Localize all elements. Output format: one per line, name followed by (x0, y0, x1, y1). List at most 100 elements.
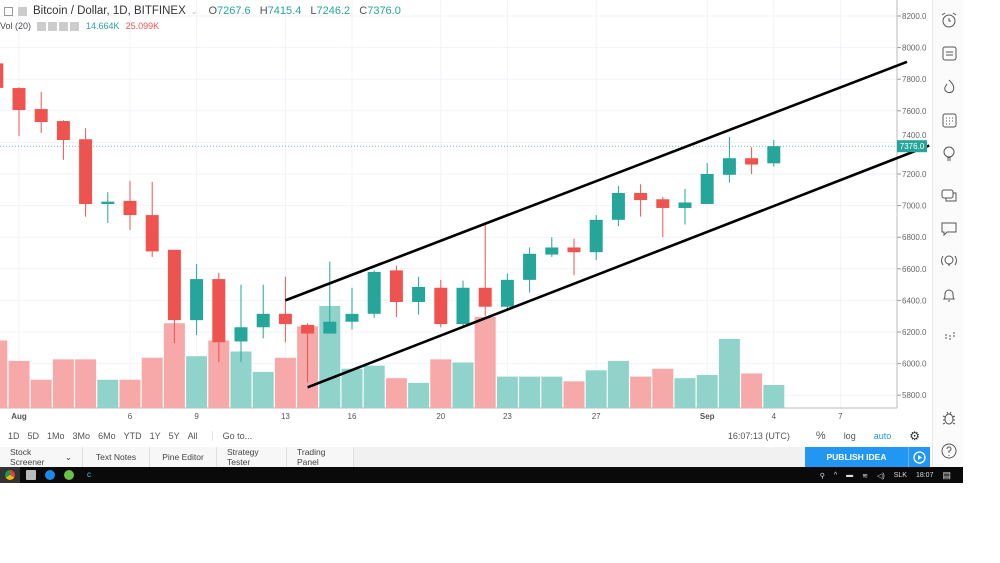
publish-idea-button[interactable]: PUBLISH IDEA (805, 447, 930, 467)
range-1mo[interactable]: 1Mo (47, 431, 65, 441)
candle (478, 222, 492, 317)
play-circle-icon[interactable] (908, 447, 930, 467)
candle (145, 181, 159, 257)
skype-icon[interactable] (45, 470, 55, 480)
price-axis-label: 7400.0 (902, 131, 927, 140)
volume-study-buttons[interactable] (37, 21, 80, 31)
volume-bar (274, 357, 296, 408)
clock-utc[interactable]: 16:07:13 (UTC) (727, 431, 790, 441)
candle-body (145, 215, 159, 252)
candle (656, 196, 670, 238)
tab-stock-screener[interactable]: Stock Screener ⌄ (0, 447, 83, 467)
system-tray: ⚲ ^ ▬ ≋ ◁) SLK 18:07 ▤ (820, 470, 951, 481)
time-axis-label: 23 (503, 412, 512, 421)
streams-icon[interactable] (939, 251, 959, 271)
auto-toggle[interactable]: auto (873, 431, 892, 441)
c-app-icon[interactable]: c (84, 470, 94, 480)
candle (12, 87, 26, 137)
help-icon[interactable] (939, 441, 959, 461)
price-chart[interactable]: 8200.0 8000.0 7800.0 7600.0 7400.0 7200.0 7000… (0, 0, 932, 426)
time-axis-label: 9 (194, 412, 199, 421)
volume-bar (186, 356, 208, 408)
settings-gear-icon[interactable]: ⚙ (909, 429, 920, 443)
candle-body (190, 279, 204, 321)
people-icon[interactable]: ⚲ (819, 472, 825, 480)
bug-icon[interactable] (939, 408, 959, 428)
range-ytd[interactable]: YTD (123, 431, 142, 441)
goto-button[interactable]: Go to... (211, 431, 252, 441)
whatsapp-icon[interactable] (64, 470, 74, 480)
ohlc-values: O7267.6 H7415.4 L7246.2 C7376.0 (208, 5, 401, 17)
candle (389, 265, 403, 317)
chats-icon[interactable] (939, 185, 959, 205)
chevron-down-icon[interactable]: ⌄ (190, 6, 198, 16)
volume-bar (741, 373, 763, 408)
candle (412, 276, 426, 315)
chevron-down-icon[interactable]: ⌄ (64, 451, 72, 462)
candle-body (234, 327, 248, 342)
action-center-icon[interactable]: ▤ (942, 470, 951, 480)
time-axis-label: 20 (436, 412, 445, 421)
candle (523, 247, 537, 293)
time-axis-label: 6 (128, 412, 133, 421)
volume-label[interactable]: Vol (20) (0, 21, 32, 31)
calendar-icon[interactable] (939, 110, 959, 130)
volume-bar (230, 351, 252, 408)
volume-bar (674, 378, 696, 408)
collapse-icon[interactable] (4, 6, 13, 16)
volume-bar (585, 370, 607, 408)
time-axis-label: 13 (281, 412, 290, 421)
log-toggle[interactable]: log (843, 431, 856, 441)
volume-legend: Vol (20) 14.664K 25.099K (0, 21, 159, 31)
ideas-lightbulb-icon[interactable] (939, 143, 959, 163)
range-1d[interactable]: 1D (8, 431, 20, 441)
alarm-clock-icon[interactable] (939, 10, 959, 30)
volume-bar (408, 382, 430, 408)
chrome-icon[interactable] (5, 470, 15, 480)
language-indicator[interactable]: SLK (893, 472, 907, 479)
wifi-icon[interactable]: ≋ (862, 472, 868, 480)
range-6mo[interactable]: 6Mo (98, 431, 116, 441)
candle-body (545, 247, 559, 255)
candle (767, 139, 781, 167)
tray-expand-icon[interactable]: ^ (833, 472, 838, 479)
price-axis-label: 7000.0 (902, 202, 927, 211)
candle (56, 120, 70, 160)
candle (745, 147, 759, 174)
private-chat-icon[interactable] (939, 218, 959, 238)
volume-bar (563, 381, 585, 408)
range-5d[interactable]: 5D (27, 431, 40, 441)
symbol-legend: Bitcoin / Dollar, 1D, BITFINEX ⌄ O7267.6… (4, 5, 401, 17)
candle (367, 270, 381, 318)
range-3mo[interactable]: 3Mo (72, 431, 91, 441)
battery-icon[interactable]: ▬ (846, 472, 854, 479)
range-5y[interactable]: 5Y (168, 431, 180, 441)
volume-bar (52, 359, 74, 408)
visual-studio-icon[interactable] (26, 470, 36, 480)
tab-text-notes[interactable]: Text Notes (83, 447, 150, 467)
volume-icon[interactable]: ◁) (877, 472, 885, 480)
taskbar-clock[interactable]: 18:07 (915, 472, 934, 479)
volume-bar (141, 357, 163, 408)
order-panel-icon[interactable] (939, 327, 959, 347)
time-axis-label: 27 (592, 412, 601, 421)
range-1y[interactable]: 1Y (149, 431, 161, 441)
notifications-bell-icon[interactable] (939, 285, 959, 305)
candle-body (123, 200, 137, 216)
price-axis-label: 6800.0 (902, 233, 927, 242)
candle-body (456, 287, 470, 325)
range-all[interactable]: All (187, 431, 198, 441)
percent-toggle[interactable]: % (815, 430, 826, 442)
tab-pine-editor[interactable]: Pine Editor (150, 447, 217, 467)
symbol-title[interactable]: Bitcoin / Dollar, 1D, BITFINEX (33, 5, 186, 17)
volume-bar (696, 375, 718, 408)
volume-bar (541, 376, 563, 408)
candle-body (212, 279, 226, 343)
hotlist-icon[interactable] (939, 77, 959, 97)
candle (323, 261, 337, 334)
watchlist-icon[interactable] (939, 43, 959, 63)
candle-body (722, 158, 736, 175)
tab-strategy-tester[interactable]: Strategy Tester (217, 447, 287, 467)
candle-body (0, 63, 4, 88)
tab-trading-panel[interactable]: Trading Panel (287, 447, 354, 467)
